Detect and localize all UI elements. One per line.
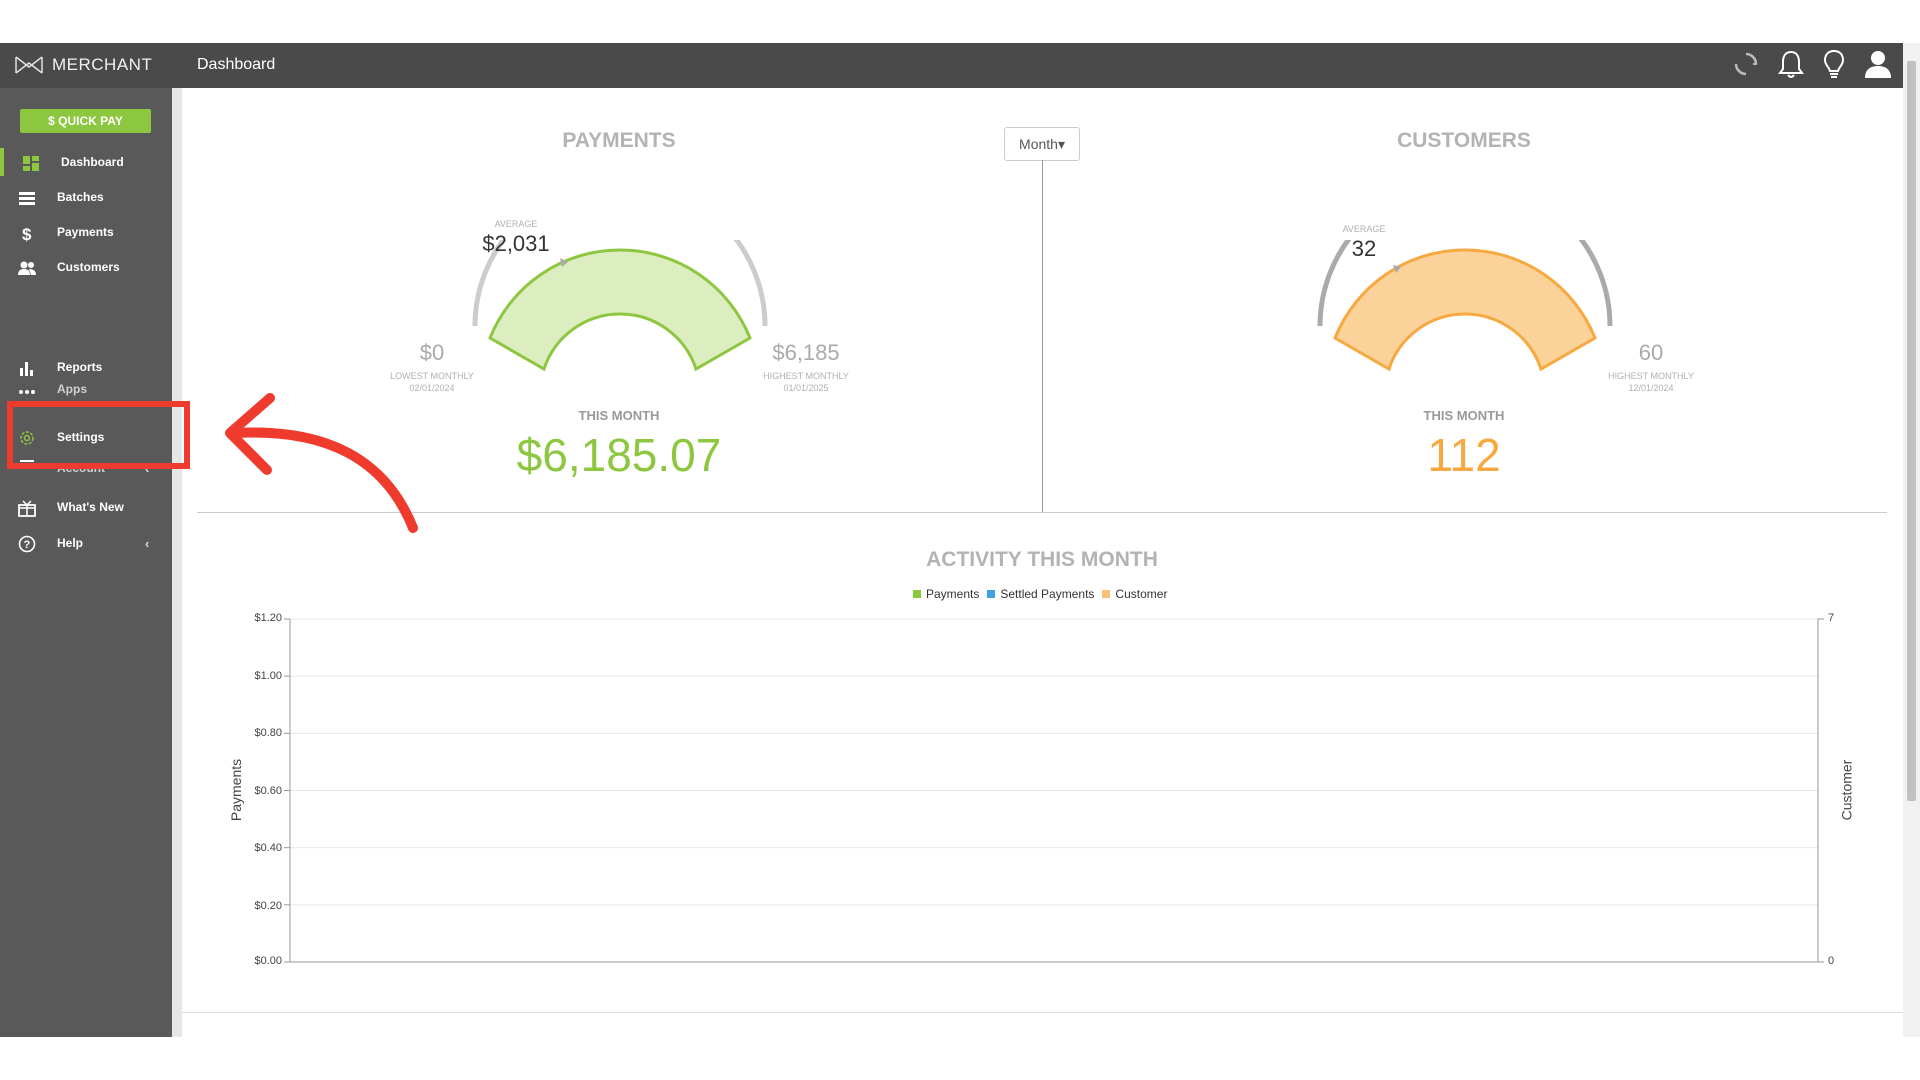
user-icon[interactable] bbox=[1863, 49, 1893, 79]
bell-icon[interactable] bbox=[1777, 49, 1805, 79]
y-tick-label: $1.00 bbox=[254, 670, 282, 682]
legend-item-payments[interactable]: Payments bbox=[913, 587, 979, 601]
y-tick-label: $0.00 bbox=[254, 955, 282, 967]
sidebar-item-customers[interactable]: Customers bbox=[0, 253, 172, 281]
payments-average-value: $2,031 bbox=[482, 231, 550, 256]
section-divider bbox=[197, 512, 1887, 513]
list-icon bbox=[19, 192, 35, 205]
payments-this-month-value: $6,185.07 bbox=[516, 429, 722, 481]
sidebar-item-help[interactable]: ? Help ‹ bbox=[0, 529, 172, 557]
chart-legend: Payments Settled Payments Customer bbox=[913, 587, 1167, 601]
legend-item-settled-payments[interactable]: Settled Payments bbox=[987, 587, 1094, 601]
pointer-arrow-icon bbox=[225, 393, 418, 533]
gear-icon bbox=[20, 431, 34, 445]
help-icon: ? bbox=[18, 535, 36, 553]
customers-high-label: HIGHEST MONTHLY bbox=[1608, 371, 1694, 381]
sidebar-item-apps[interactable]: Apps bbox=[0, 380, 172, 396]
sidebar-item-dashboard[interactable]: Dashboard bbox=[0, 148, 176, 176]
sidebar-edge bbox=[172, 88, 182, 1037]
dollar-icon: $ bbox=[22, 225, 32, 242]
sidebar-item-whats-new[interactable]: What's New bbox=[0, 493, 172, 521]
customers-title: CUSTOMERS bbox=[1397, 129, 1531, 152]
legend-label: Settled Payments bbox=[1000, 587, 1095, 601]
bottom-divider bbox=[182, 1012, 1903, 1013]
sidebar-item-settings[interactable]: Settings bbox=[0, 423, 172, 451]
period-dropdown[interactable]: Month▾ bbox=[1004, 127, 1080, 161]
customers-high-value: 60 bbox=[1638, 340, 1664, 365]
y2-tick-label: 0 bbox=[1828, 955, 1835, 967]
dashboard-icon bbox=[23, 156, 39, 171]
sidebar-item-label: What's New bbox=[57, 500, 124, 514]
y-tick-label: $0.60 bbox=[254, 785, 282, 797]
scrollbar-thumb[interactable] bbox=[1907, 61, 1916, 801]
top-bar: MERCHANT Dashboard bbox=[0, 43, 1903, 88]
lightbulb-icon[interactable] bbox=[1823, 49, 1845, 79]
payments-gauge bbox=[472, 240, 768, 372]
legend-label: Payments bbox=[926, 587, 980, 601]
sidebar: $ QUICK PAY Dashboard Batches $ Payments… bbox=[0, 88, 172, 1037]
sidebar-item-reports[interactable]: Reports bbox=[0, 353, 172, 381]
y2-tick-label: 7 bbox=[1828, 612, 1835, 624]
payments-high-date: 01/01/2025 bbox=[783, 383, 829, 393]
payments-title: PAYMENTS bbox=[562, 129, 676, 152]
y-tick-label: $0.20 bbox=[254, 900, 282, 912]
svg-text:$: $ bbox=[22, 225, 32, 242]
y2-axis-label: Customer bbox=[1838, 759, 1855, 821]
customers-gauge bbox=[1317, 240, 1613, 372]
brand-logo[interactable]: MERCHANT bbox=[14, 52, 152, 78]
legend-swatch bbox=[1102, 590, 1111, 598]
legend-item-customer[interactable]: Customer bbox=[1102, 587, 1167, 601]
y-tick-label: $1.20 bbox=[254, 612, 282, 624]
refresh-icon[interactable] bbox=[1733, 51, 1759, 77]
sidebar-item-batches[interactable]: Batches bbox=[0, 183, 172, 211]
settings-highlight-box bbox=[7, 401, 190, 469]
customers-this-month-value: 112 bbox=[1427, 429, 1501, 481]
legend-swatch bbox=[987, 590, 996, 598]
chart-title: ACTIVITY THIS MONTH bbox=[926, 548, 1158, 571]
gift-icon bbox=[18, 500, 36, 517]
sidebar-item-label: Settings bbox=[57, 430, 105, 444]
sidebar-item-label: Payments bbox=[57, 225, 114, 239]
page-title: Dashboard bbox=[197, 56, 276, 73]
customers-average-label: AVERAGE bbox=[1342, 224, 1386, 234]
customers-average-value: 32 bbox=[1351, 236, 1377, 261]
apps-icon bbox=[19, 390, 35, 394]
sidebar-item-label: Reports bbox=[57, 360, 103, 374]
payments-high-value: $6,185 bbox=[772, 340, 840, 365]
panel-divider bbox=[1042, 160, 1043, 512]
legend-swatch bbox=[913, 590, 921, 598]
y-tick-label: $0.40 bbox=[254, 842, 282, 854]
customers-this-month-label: THIS MONTH bbox=[1423, 408, 1505, 423]
sidebar-item-payments[interactable]: $ Payments bbox=[0, 218, 172, 246]
y-axis-label: Payments bbox=[228, 758, 245, 822]
page-scrollbar[interactable] bbox=[1903, 43, 1920, 1037]
sidebar-item-label: Customers bbox=[57, 260, 120, 274]
y-tick-label: $0.80 bbox=[254, 727, 282, 739]
customers-high-date: 12/01/2024 bbox=[1628, 383, 1674, 393]
payments-high-label: HIGHEST MONTHLY bbox=[763, 371, 849, 381]
payments-low-value: $0 bbox=[419, 340, 445, 365]
bar-chart-icon bbox=[20, 362, 33, 376]
sidebar-item-label: Apps bbox=[57, 382, 87, 396]
sidebar-item-label: Batches bbox=[57, 190, 104, 204]
quick-pay-button[interactable]: $ QUICK PAY bbox=[20, 109, 151, 133]
merchant-logo-icon bbox=[15, 56, 43, 74]
sidebar-item-label: Help bbox=[57, 536, 84, 550]
payments-average-label: AVERAGE bbox=[494, 219, 538, 229]
people-icon bbox=[18, 261, 36, 275]
brand-name: MERCHANT bbox=[52, 55, 153, 74]
payments-this-month-label: THIS MONTH bbox=[578, 408, 660, 423]
svg-text:?: ? bbox=[24, 539, 31, 551]
sidebar-item-label: Dashboard bbox=[61, 155, 124, 169]
chevron-left-icon: ‹ bbox=[145, 536, 150, 551]
legend-label: Customer bbox=[1115, 587, 1168, 601]
payments-low-date: 02/01/2024 bbox=[409, 383, 455, 393]
payments-low-label: LOWEST MONTHLY bbox=[390, 371, 474, 381]
